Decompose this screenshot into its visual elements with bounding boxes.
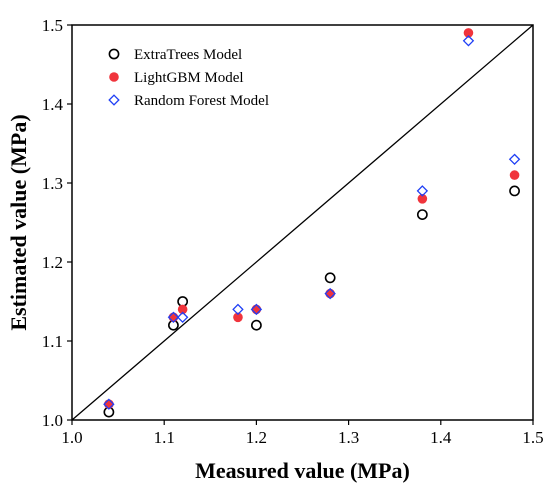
data-point-lightgbm (251, 304, 262, 315)
data-point-extratrees (324, 272, 336, 284)
legend-entry-lightgbm: LightGBM Model (109, 70, 244, 86)
y-axis-title: Estimated value (MPa) (6, 114, 31, 330)
data-point-lightgbm (168, 312, 179, 323)
x-tick-label: 1.2 (246, 428, 267, 447)
legend: ExtraTrees Model LightGBM Model Random F… (108, 47, 269, 109)
data-point-lightgbm (233, 312, 243, 323)
data-point-random-forest (167, 311, 180, 324)
data-point-random-forest (324, 287, 336, 300)
legend-label-random-forest: Random Forest Model (134, 93, 269, 109)
x-tick-label: 1.3 (338, 428, 359, 447)
data-point-random-forest (462, 35, 475, 47)
plot-frame (71, 24, 534, 421)
legend-label-lightgbm: LightGBM Model (134, 70, 244, 86)
x-tick-label: 1.5 (522, 428, 543, 447)
data-point-random-forest (250, 303, 263, 316)
legend-entry-extratrees: ExtraTrees Model (108, 47, 242, 63)
legend-marker-extratrees (108, 48, 120, 60)
data-point-lightgbm (325, 288, 335, 299)
y-tick-label: 1.5 (42, 16, 63, 35)
data-point-extratrees (416, 209, 428, 220)
x-tick-label: 1.1 (154, 428, 175, 447)
x-axis-title: Measured value (MPa) (195, 458, 410, 483)
legend-marker-lightgbm (109, 72, 119, 82)
legend-label-extratrees: ExtraTrees Model (134, 47, 242, 63)
data-point-extratrees (509, 185, 520, 197)
x-tick-label: 1.4 (430, 428, 452, 447)
legend-marker-symbol (108, 94, 120, 106)
x-tick-label: 1.0 (61, 428, 82, 447)
legend-marker-symbol (109, 72, 119, 82)
data-point-random-forest (232, 303, 244, 316)
data-point-lightgbm (463, 28, 474, 38)
data-point-random-forest (416, 185, 429, 197)
legend-marker-symbol (108, 48, 120, 60)
y-tick-label: 1.4 (42, 95, 64, 114)
legend-entry-random-forest: Random Forest Model (108, 93, 269, 109)
data-point-lightgbm (417, 194, 428, 204)
data-point-lightgbm (104, 399, 114, 410)
y-tick-label: 1.0 (42, 411, 63, 430)
legend-marker-random-forest (108, 94, 120, 106)
data-point-extratrees (250, 319, 262, 331)
data-point-lightgbm (509, 170, 520, 180)
data-point-random-forest (176, 311, 189, 324)
y-tick-label: 1.1 (42, 332, 63, 351)
data-point-random-forest (508, 153, 521, 166)
data-point-lightgbm (177, 304, 188, 315)
data-point-random-forest (103, 398, 115, 410)
y-tick-label: 1.3 (42, 174, 63, 193)
y-tick-label: 1.2 (42, 253, 63, 272)
reference-line (71, 24, 534, 421)
